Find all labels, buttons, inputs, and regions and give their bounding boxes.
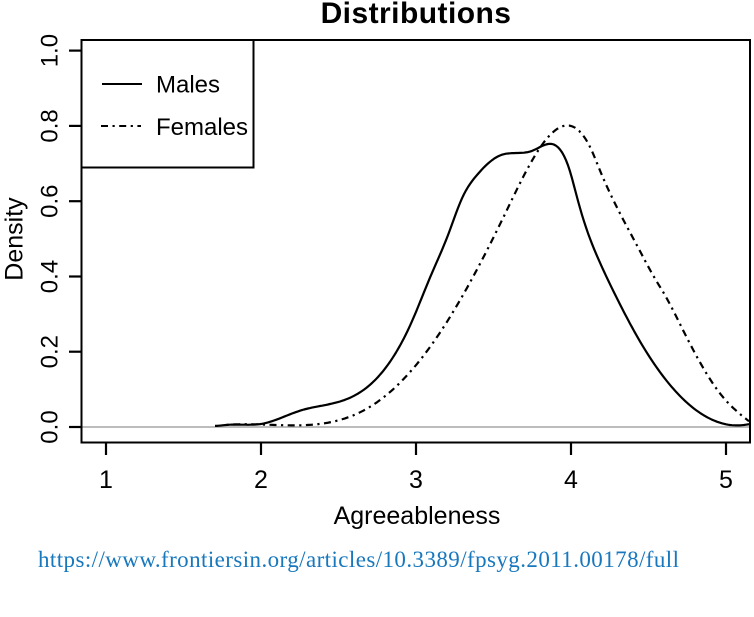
- svg-text:0.6: 0.6: [37, 185, 64, 218]
- svg-text:4: 4: [564, 466, 578, 494]
- svg-text:0.0: 0.0: [37, 410, 64, 443]
- svg-text:Males: Males: [156, 72, 220, 99]
- svg-text:Agreeableness: Agreeableness: [334, 502, 501, 530]
- svg-text:1.0: 1.0: [37, 34, 64, 67]
- svg-text:5: 5: [719, 466, 733, 494]
- svg-text:1: 1: [99, 466, 113, 494]
- svg-text:0.4: 0.4: [37, 260, 64, 293]
- svg-text:0.8: 0.8: [37, 109, 64, 142]
- svg-text:Distributions: Distributions: [321, 0, 512, 30]
- svg-text:0.2: 0.2: [37, 335, 64, 368]
- svg-text:3: 3: [409, 466, 423, 494]
- svg-text:2: 2: [254, 466, 268, 494]
- svg-text:Density: Density: [1, 197, 29, 281]
- svg-text:https://www.frontiersin.org/ar: https://www.frontiersin.org/articles/10.…: [38, 547, 679, 572]
- svg-text:Females: Females: [156, 114, 248, 141]
